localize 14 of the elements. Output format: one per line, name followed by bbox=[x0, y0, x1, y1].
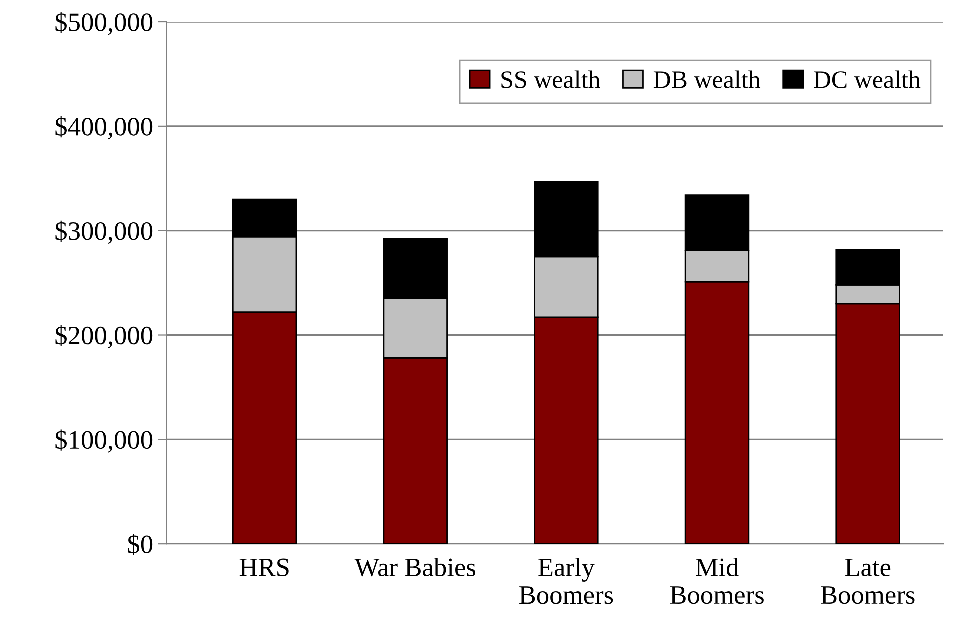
x-tick-label: War Babies bbox=[354, 558, 476, 577]
legend-label: DC wealth bbox=[814, 70, 921, 88]
x-tick-label: Early Boomers bbox=[520, 558, 614, 604]
y-tick-label: $200,000 bbox=[56, 325, 153, 348]
legend-label: SS wealth bbox=[502, 70, 600, 88]
x-tick-label: Mid Boomers bbox=[670, 558, 764, 604]
x-tick-label: Late Boomers bbox=[821, 559, 915, 604]
y-tick-label: $500,000 bbox=[56, 12, 153, 36]
y-tick-label: $400,000 bbox=[56, 116, 153, 140]
y-tick-label: $100,000 bbox=[56, 430, 153, 453]
y-tick-label: $0 bbox=[128, 534, 153, 556]
y-tick-label: $300,000 bbox=[56, 220, 153, 244]
x-tick-label: HRS bbox=[240, 558, 289, 577]
legend-label: DB wealth bbox=[654, 70, 761, 88]
